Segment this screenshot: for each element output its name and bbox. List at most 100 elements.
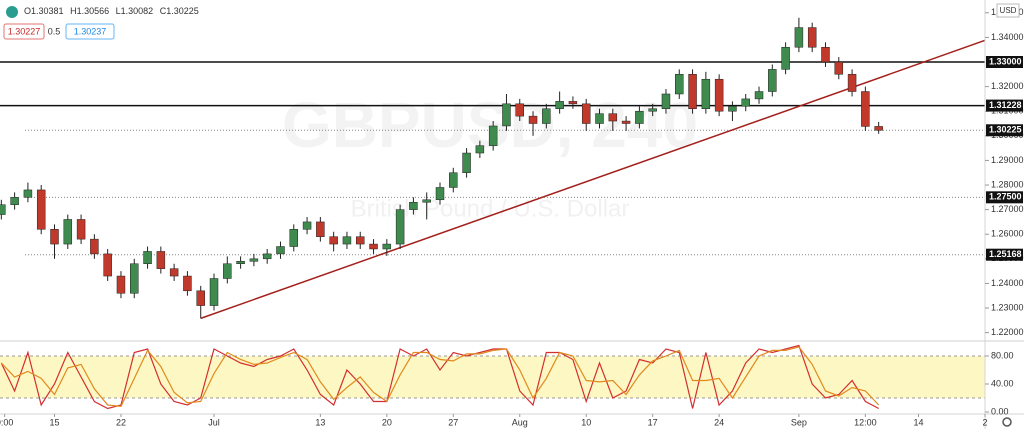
candle-body	[103, 253, 112, 277]
currency-button[interactable]	[996, 3, 1020, 18]
header: O1.30381 H1.30566 L1.30082 C1.30225 1.30…	[3, 6, 199, 40]
level-label-box	[986, 56, 1023, 68]
symbol-icon[interactable]	[6, 6, 18, 18]
ohlc-value: 1.30381	[31, 6, 64, 16]
oscillator-tick-label: 80.00	[991, 350, 1014, 360]
axes: 1.220001.230001.240001.250001.260001.270…	[0, 7, 1024, 427]
candle-body	[675, 74, 684, 95]
candle-body	[395, 209, 405, 245]
candle-body	[116, 275, 126, 294]
candle-body	[236, 261, 245, 264]
candle-body	[462, 152, 471, 173]
candle-body	[528, 115, 538, 124]
oscillator-band	[0, 356, 985, 398]
candle-body	[169, 268, 179, 277]
y-tick-label: 1.32000	[991, 81, 1024, 91]
x-tick-label: Jul	[208, 417, 220, 427]
candle-body	[23, 189, 33, 198]
candle-body	[369, 243, 378, 250]
candle-body	[183, 275, 192, 292]
oscillator-d	[0, 346, 880, 408]
watermark-subtitle: British Pound / U.S. Dollar	[351, 195, 630, 222]
candle-body	[502, 103, 511, 127]
settings-gear[interactable]	[1002, 417, 1012, 427]
x-tick-label: 12:00	[854, 417, 877, 427]
x-tick-label: 27	[448, 417, 458, 427]
candle-body	[595, 113, 604, 124]
candle-body	[821, 46, 830, 63]
oscillator-tick-label: 0.00	[991, 406, 1009, 416]
candle-body	[781, 46, 790, 70]
candle-body	[63, 219, 73, 245]
ohlc-label: L	[116, 6, 121, 16]
x-tick-label: 17	[648, 417, 658, 427]
ask-price: 1.30237	[74, 26, 107, 36]
candle-body	[555, 101, 564, 109]
candle-body	[449, 172, 458, 188]
x-tick-label: 10	[581, 417, 591, 427]
x-tick-label: 22	[116, 417, 126, 427]
candle-body	[608, 113, 618, 122]
candle-body	[10, 197, 19, 205]
candle-body	[0, 204, 6, 215]
candle-body	[262, 253, 272, 260]
ohlc-label: H	[70, 6, 77, 16]
ohlc-value: 1.30225	[166, 6, 199, 16]
candle-body	[130, 263, 139, 294]
candle-body	[223, 263, 232, 279]
x-tick-label: 15	[49, 417, 59, 427]
level-label: 1.30225	[989, 125, 1022, 135]
candle-body	[661, 93, 671, 109]
x-tick-label: Sep	[791, 417, 807, 427]
candle-body	[794, 27, 804, 48]
candle-body	[342, 236, 352, 245]
candle-body	[409, 201, 418, 210]
candle-body	[741, 98, 750, 107]
y-tick-label: 1.34000	[991, 32, 1024, 42]
candle-body	[714, 78, 724, 112]
candle-body	[209, 278, 219, 306]
candle-body	[289, 229, 299, 247]
ohlc-value: 1.30566	[77, 6, 110, 16]
candle-body	[276, 246, 285, 255]
level-label: 1.27500	[989, 192, 1022, 202]
y-tick-label: 1.27000	[991, 204, 1024, 214]
candle-body	[581, 103, 591, 124]
candle-body	[648, 108, 657, 112]
candle-body	[143, 251, 152, 264]
candle-body	[76, 219, 86, 240]
x-tick-label: Aug	[512, 417, 528, 427]
x-tick-label: 14	[914, 417, 924, 427]
candle-body	[701, 78, 711, 109]
candle-body	[515, 103, 524, 117]
candle-body	[249, 258, 259, 262]
x-tick-label: 0:00	[0, 417, 13, 427]
level-label: 1.25168	[989, 249, 1022, 259]
candle-body	[316, 221, 325, 237]
y-tick-label: 1.24000	[991, 278, 1024, 288]
level-label-box	[986, 99, 1023, 112]
ohlc-label: O	[24, 6, 31, 16]
buy-button[interactable]	[65, 23, 115, 40]
candle-body	[475, 145, 485, 154]
candle-body	[635, 110, 644, 124]
candle-body	[50, 229, 59, 245]
x-tick-label: 2	[982, 417, 987, 427]
spread: 0.5	[48, 26, 61, 36]
candle-body	[728, 106, 737, 112]
sell-button[interactable]	[3, 23, 45, 40]
y-tick-label: 1.23000	[991, 302, 1024, 312]
plot	[0, 17, 986, 410]
candle-body	[754, 91, 764, 100]
level-label: 1.33000	[989, 56, 1022, 66]
candle-body	[847, 74, 857, 92]
candle-body	[382, 243, 392, 250]
candle-body	[196, 290, 205, 306]
level-label-box	[986, 248, 1023, 261]
ohlc-value: 1.30082	[121, 6, 154, 16]
oscillator-k	[0, 344, 879, 410]
candle-body	[36, 189, 46, 230]
watermark: GBPUSD, 240	[282, 89, 698, 161]
settings-icon[interactable]	[1002, 417, 1012, 427]
